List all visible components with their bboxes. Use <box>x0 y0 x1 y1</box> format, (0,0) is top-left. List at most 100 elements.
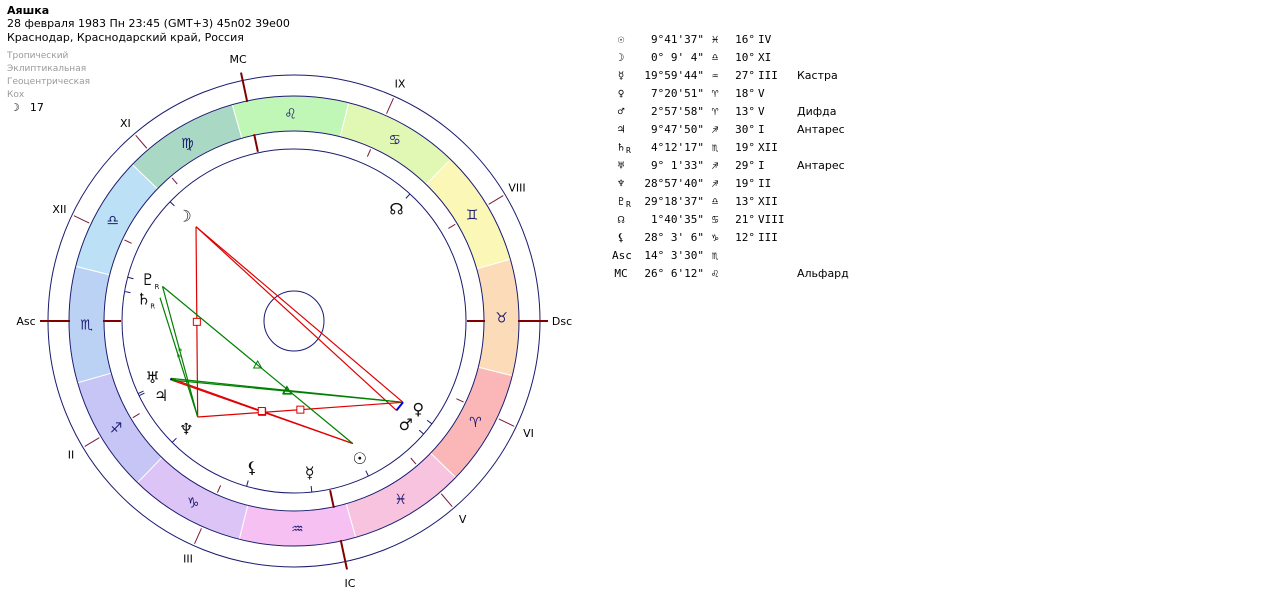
aspect-square-marker <box>296 405 305 414</box>
setting-zodiac-type: Тропический <box>7 51 69 61</box>
planet-glyph-меркурий: ☿ <box>305 463 315 482</box>
planet-position: 1°40'35" <box>651 213 704 226</box>
planet-sign-icon: ♏ <box>711 141 719 154</box>
planet-house: I <box>758 159 765 172</box>
planet-position-tick <box>365 470 369 477</box>
angle-axis-inner <box>253 133 259 153</box>
planet-degree: 16° <box>735 33 755 46</box>
planet-house: III <box>758 231 778 244</box>
house-label-viii: VIII <box>508 181 525 194</box>
planet-sign-icon: ♓ <box>711 33 719 46</box>
planet-sign-icon: ♑ <box>711 231 719 244</box>
planet-sign-icon: ♎ <box>711 51 719 64</box>
planet-symbol: ♅ <box>617 159 625 172</box>
zodiac-sign-glyph: ♊ <box>466 207 479 223</box>
planet-position: 9°41'37" <box>651 33 704 46</box>
planet-position: 7°20'51" <box>651 87 704 100</box>
house-cusp-tick <box>73 215 90 224</box>
lunar-day-value: 17 <box>29 101 44 114</box>
planet-house: XII <box>758 141 778 154</box>
aspect-square-marker <box>192 317 201 326</box>
aspect-line-conjunction <box>169 377 173 381</box>
planet-position-tick <box>405 193 411 199</box>
planet-glyph-нептун: ♆ <box>179 419 193 438</box>
angle-label-asc: Asc <box>16 315 35 328</box>
house-label-iii: III <box>183 552 193 565</box>
planet-position-tick <box>127 276 134 280</box>
planet-sign-icon: ♐ <box>711 123 719 136</box>
aspect-line-conjunction <box>395 401 404 412</box>
planet-glyph-лилит: ⚸ <box>246 458 258 477</box>
planet-degree: 19° <box>735 177 755 190</box>
planet-sign-icon: ♐ <box>711 177 719 190</box>
planet-position: 9° 1'33" <box>651 159 704 172</box>
house-label-xii: XII <box>52 203 66 216</box>
planet-degree: 13° <box>735 195 755 208</box>
planet-position: 26° 6'12" <box>644 267 704 280</box>
planet-house: XII <box>758 195 778 208</box>
planet-position: 9°47'50" <box>651 123 704 136</box>
zodiac-sign-glyph: ♒ <box>291 521 304 537</box>
setting-reference-center: Геоцентрическая <box>7 77 91 87</box>
planet-degree: 19° <box>735 141 755 154</box>
zodiac-sign-glyph: ♈ <box>469 415 482 431</box>
house-cusp-tick <box>488 195 504 205</box>
planet-symbol: ☉ <box>617 33 625 46</box>
house-cusp-inner-tick <box>448 223 456 229</box>
planet-symbol: ♄ <box>617 141 625 154</box>
house-cusp-tick <box>194 528 202 545</box>
planet-fixed-star: Альфард <box>797 267 849 280</box>
house-label-ii: II <box>68 449 75 462</box>
angle-label-dsc: Dsc <box>552 315 572 328</box>
planet-symbol: ♆ <box>617 177 625 190</box>
natal-chart-wheel: ♈♉♊♋♌♍♎♏♐♑♒♓XIXIIIIIIIVVIVIIIIXAscMCDscI… <box>16 53 572 590</box>
planet-glyph-узел: ☊ <box>389 200 403 219</box>
aspect-sextile-marker: * <box>178 348 183 358</box>
zodiac-sign-glyph: ♉ <box>495 311 508 327</box>
planet-symbol: ♂ <box>617 105 625 118</box>
angle-label-mc: MC <box>229 53 246 66</box>
aspect-line-trine <box>162 285 354 445</box>
planet-position: 29°18'37" <box>644 195 704 208</box>
aspect-line-opposition <box>195 226 397 411</box>
planet-glyph-плутон: ♇ <box>141 270 155 289</box>
house-label-vi: VI <box>523 427 534 440</box>
planet-position-tick <box>426 419 433 425</box>
planet-degree: 13° <box>735 105 755 118</box>
planet-symbol: MC <box>614 267 628 280</box>
retrograde-mark: R <box>154 283 159 291</box>
planet-glyph-марс: ♂ <box>399 415 413 434</box>
planet-ring-circle <box>121 148 467 494</box>
zodiac-sign-glyph: ♎ <box>106 213 119 229</box>
planet-symbol: ⚸ <box>616 231 626 244</box>
house-cusp-inner-tick <box>456 398 464 403</box>
planet-house: III <box>758 69 778 82</box>
planet-position-tick <box>310 486 313 493</box>
planet-position: 14° 3'30" <box>644 249 704 262</box>
planet-sign-icon: ♌ <box>711 267 719 280</box>
house-cusp-inner-tick <box>216 485 222 493</box>
planet-house: IV <box>758 33 772 46</box>
chart-person-name: Аяшка <box>7 4 50 17</box>
setting-house-system: Кох <box>7 90 25 100</box>
retrograde-mark: R <box>150 302 155 310</box>
planet-sign-icon: ♐ <box>711 159 719 172</box>
zodiac-sign-glyph: ♏ <box>80 317 93 333</box>
planet-fixed-star: Антарес <box>797 123 845 136</box>
planet-sign-icon: ♒ <box>711 69 719 82</box>
aspect-line-sextile <box>159 297 199 418</box>
planet-position-tick <box>137 390 144 395</box>
planet-house: V <box>758 87 765 100</box>
planet-glyph-венера: ♀ <box>412 400 424 419</box>
zodiac-sign-glyph: ♌ <box>284 107 297 123</box>
planet-degree: 27° <box>735 69 755 82</box>
planet-position-tick <box>124 291 131 294</box>
aspect-line-opposition <box>195 226 404 403</box>
planet-position: 19°59'44" <box>644 69 704 82</box>
planet-degree: 30° <box>735 123 755 136</box>
planet-position: 4°12'17" <box>651 141 704 154</box>
house-label-v: V <box>459 513 467 526</box>
planet-symbol: ☿ <box>617 69 625 82</box>
house-cusp-tick <box>84 437 100 447</box>
aspect-line-trine <box>171 379 404 403</box>
